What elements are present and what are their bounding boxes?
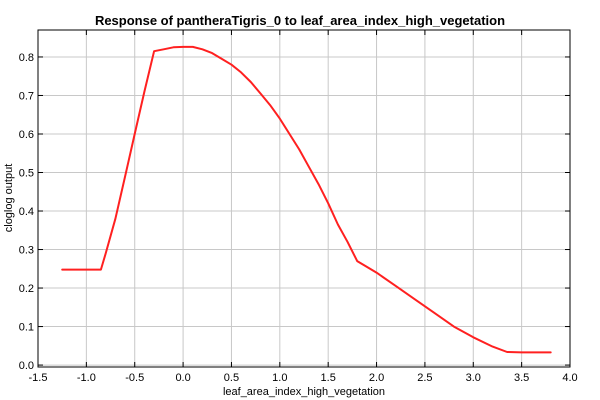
x-tick-label: 1.5: [321, 372, 336, 384]
y-tick-label: 0.4: [19, 206, 34, 218]
x-axis-label: leaf_area_index_high_vegetation: [223, 386, 385, 398]
y-axis-label: cloglog output: [3, 164, 15, 233]
y-tick-label: 0.8: [19, 52, 34, 64]
x-tick-label: 2.0: [369, 372, 384, 384]
x-tick-label: 1.0: [272, 372, 287, 384]
chart-title: Response of pantheraTigris_0 to leaf_are…: [95, 13, 505, 28]
series-line-0: [61, 45, 552, 354]
y-tick-label: 0.6: [19, 129, 34, 141]
y-tick-label: 0.3: [19, 245, 34, 257]
plot-frame: [37, 29, 571, 368]
axis-ticks: -1.5 -1.0 -0.5 0.0 0.5 1.0 1.5 2.0 2.5 3.0 3.5 4.0 0…: [19, 30, 578, 384]
x-tick-label: 0.5: [224, 372, 239, 384]
y-tick-label: 0.2: [19, 283, 34, 295]
x-tick-label: 4.0: [562, 372, 577, 384]
x-tick-label: -1.5: [29, 372, 48, 384]
y-tick-label: 0.5: [19, 168, 34, 180]
y-tick-label: 0.0: [19, 360, 34, 372]
y-tick-label: 0.1: [19, 322, 34, 334]
x-tick-label: 2.5: [417, 372, 432, 384]
x-tick-label: 0.0: [175, 372, 190, 384]
grid-lines: [37, 30, 571, 367]
series-layer: [61, 45, 552, 354]
y-tick-label: 0.7: [19, 90, 34, 102]
x-tick-label: -0.5: [125, 372, 144, 384]
x-tick-label: -1.0: [77, 372, 96, 384]
x-tick-label: 3.0: [466, 372, 481, 384]
x-tick-label: 3.5: [514, 372, 529, 384]
